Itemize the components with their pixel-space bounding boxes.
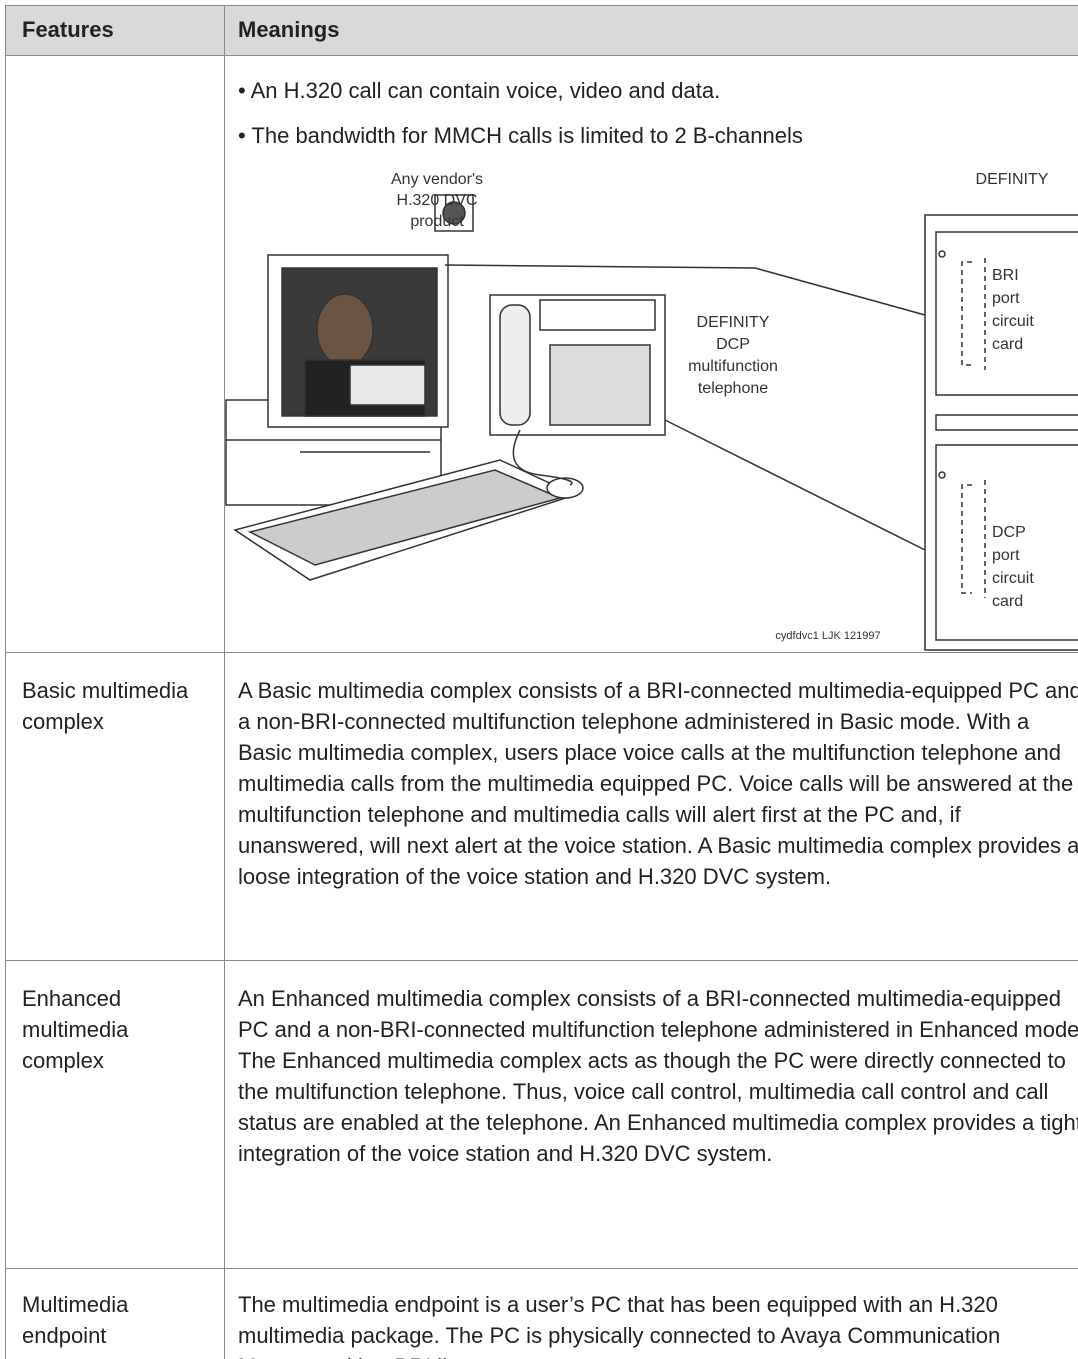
figure-label: port	[992, 547, 1020, 564]
border	[5, 5, 1078, 6]
figure-label: card	[992, 336, 1023, 353]
header-cell: Features	[22, 17, 114, 42]
feature: Enhanced multimedia complex	[22, 986, 129, 1073]
figure-label: product	[410, 213, 464, 230]
meaning: The multimedia endpoint is a user’s PC t…	[238, 1292, 1001, 1359]
figure-label: Any vendor's	[391, 171, 483, 188]
figure-label: circuit	[992, 313, 1034, 330]
figure-label: port	[992, 290, 1020, 307]
border	[224, 5, 225, 1359]
figure-label: H.320 DVC	[397, 192, 478, 209]
figure-label: DEFINITY	[976, 171, 1049, 188]
bullet: • The bandwidth for MMCH calls is limite…	[238, 123, 803, 148]
figure-label: circuit	[992, 570, 1034, 587]
figure-label: BRI	[992, 267, 1019, 284]
figure-label: card	[992, 593, 1023, 610]
header-row	[5, 5, 1078, 55]
border	[5, 652, 1078, 653]
figure-label: multifunction	[688, 358, 778, 375]
border	[5, 55, 1078, 56]
figure: Any vendor's H.320 DVC product BRI port circu…	[225, 171, 1078, 651]
feature: Basic multimedia complex	[22, 678, 189, 734]
border	[5, 1268, 1078, 1269]
bullet: • An H.320 call can contain voice, video…	[238, 78, 721, 103]
meaning: An Enhanced multimedia complex consists …	[238, 986, 1078, 1166]
figure-label: DEFINITY	[697, 314, 770, 331]
figure-label: cydfdvc1 LJK 121997	[775, 630, 880, 642]
feature: Multimedia endpoint	[22, 1292, 129, 1348]
header-cell: Meanings	[238, 17, 340, 42]
border	[5, 960, 1078, 961]
figure-label: DCP	[716, 336, 750, 353]
meaning: A Basic multimedia complex consists of a…	[238, 678, 1078, 889]
border	[5, 5, 6, 1359]
figure-label: telephone	[698, 380, 768, 397]
figure-label: DCP	[992, 524, 1026, 541]
